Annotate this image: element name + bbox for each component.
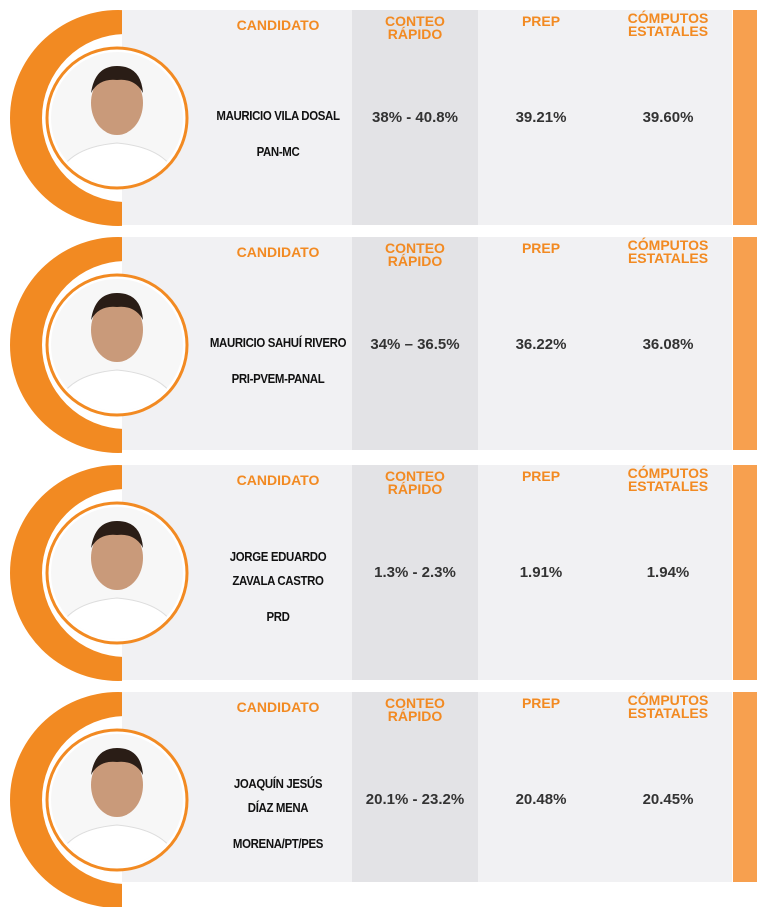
prep-value: 36.22% [515, 336, 567, 353]
header-quick-count: RÁPIDO [387, 481, 443, 497]
header-quick-count: RÁPIDO [387, 708, 443, 724]
state-count-value: 36.08% [642, 336, 694, 353]
party: PRD [266, 609, 290, 624]
column-shade [352, 237, 478, 450]
header-candidate: CANDIDATO [236, 699, 320, 715]
column-shade [352, 692, 478, 882]
header-prep: PREP [521, 13, 561, 29]
state-count-value: 20.45% [642, 791, 694, 808]
portrait [10, 692, 189, 907]
orange-bar [733, 465, 757, 680]
prep-value: 1.91% [519, 564, 563, 581]
orange-bar [733, 237, 757, 450]
orange-bar [733, 692, 757, 882]
header-state-count: CÓMPUTOS [627, 237, 709, 253]
quick-count-value: 20.1% - 23.2% [365, 791, 465, 808]
header-state-count: ESTATALES [627, 478, 709, 494]
candidate-name: MAURICIO VILA DOSAL [216, 108, 340, 123]
portrait [10, 237, 189, 453]
header-quick-count: CONTEO [385, 13, 445, 29]
prep-value: 39.21% [515, 109, 567, 126]
header-candidate: CANDIDATO [236, 244, 320, 260]
header-candidate: CANDIDATO [236, 17, 320, 33]
candidate-name: MAURICIO SAHUÍ RIVERO [209, 335, 347, 350]
state-count-value: 39.60% [642, 109, 694, 126]
party: PRI-PVEM-PANAL [231, 371, 325, 386]
portrait [10, 465, 189, 681]
quick-count-value: 1.3% - 2.3% [374, 564, 456, 581]
portrait [10, 10, 189, 226]
header-quick-count: RÁPIDO [387, 26, 443, 42]
header-quick-count: CONTEO [385, 468, 445, 484]
party: MORENA/PT/PES [232, 836, 324, 851]
candidate-name: JOAQUÍN JESÚS [233, 776, 323, 791]
state-count-value: 1.94% [646, 564, 690, 581]
candidate-name: ZAVALA CASTRO [232, 573, 324, 588]
column-shade [352, 465, 478, 680]
header-state-count: CÓMPUTOS [627, 10, 709, 26]
header-state-count: CÓMPUTOS [627, 692, 709, 708]
header-prep: PREP [521, 695, 561, 711]
quick-count-value: 38% - 40.8% [372, 109, 458, 126]
candidate-name: JORGE EDUARDO [229, 549, 327, 564]
orange-bar [733, 10, 757, 225]
header-quick-count: CONTEO [385, 695, 445, 711]
header-candidate: CANDIDATO [236, 472, 320, 488]
header-quick-count: CONTEO [385, 240, 445, 256]
column-shade [352, 10, 478, 225]
header-prep: PREP [521, 240, 561, 256]
header-state-count: CÓMPUTOS [627, 465, 709, 481]
header-state-count: ESTATALES [627, 23, 709, 39]
header-quick-count: RÁPIDO [387, 253, 443, 269]
header-prep: PREP [521, 468, 561, 484]
candidate-name: DÍAZ MENA [247, 800, 309, 815]
header-state-count: ESTATALES [627, 250, 709, 266]
party: PAN-MC [256, 144, 300, 159]
quick-count-value: 34% – 36.5% [370, 336, 460, 353]
header-state-count: ESTATALES [627, 705, 709, 721]
prep-value: 20.48% [515, 791, 567, 808]
